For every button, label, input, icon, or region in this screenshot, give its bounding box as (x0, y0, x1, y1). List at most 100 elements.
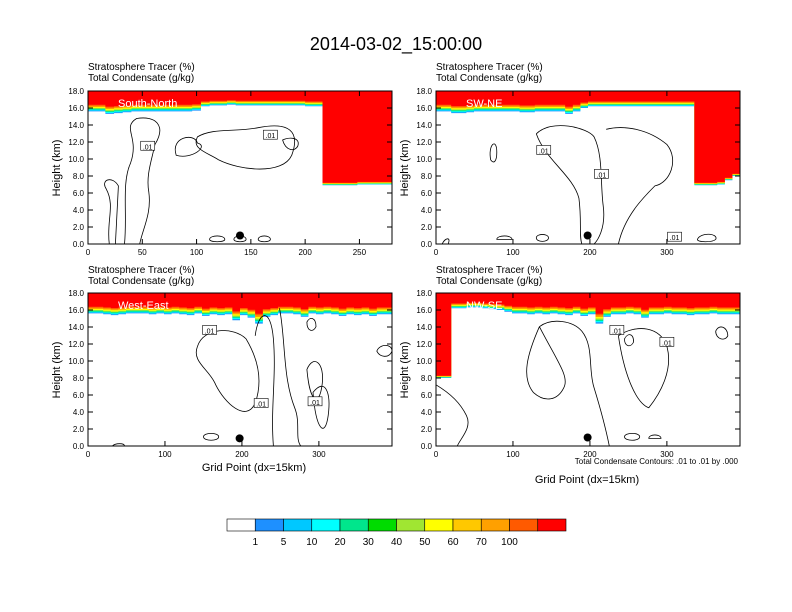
condensate-contour (489, 143, 498, 163)
condensate-contour (376, 345, 392, 357)
x-tick-label: 300 (660, 450, 674, 459)
location-marker (583, 433, 592, 442)
y-tick-label: 6.0 (421, 189, 433, 198)
contour-label-box (659, 336, 675, 347)
x-tick-label: 0 (434, 248, 439, 257)
y-tick-label: 18.0 (68, 87, 84, 96)
y-tick-label: 6.0 (73, 391, 85, 400)
y-tick-label: 16.0 (416, 104, 432, 113)
x-tick-label: 0 (86, 248, 91, 257)
plot-frame (87, 90, 393, 245)
location-marker (235, 434, 244, 443)
tracer-band (88, 91, 392, 183)
y-tick-label: 4.0 (73, 408, 85, 417)
field-label-tracer: Stratosphere Tracer (%) (436, 265, 543, 276)
y-tick-label: 14.0 (68, 323, 84, 332)
x-axis-label: Grid Point (dx=15km) (535, 474, 639, 486)
condensate-contour (606, 127, 673, 244)
y-tick-label: 4.0 (73, 206, 85, 215)
condensate-contour (696, 233, 717, 243)
plot-area: .01 .01 South-North (88, 91, 392, 244)
panel-south-north: Stratosphere Tracer (%) Total Condensate… (51, 62, 393, 257)
x-tick-label: 150 (244, 248, 258, 257)
colorbar-label: 30 (363, 537, 375, 548)
colorbar-swatch (537, 518, 567, 532)
tracer-band (436, 293, 740, 376)
colorbar-swatch (480, 518, 510, 532)
contour-label-box (609, 325, 625, 335)
colorbar-swatch (254, 518, 284, 532)
colorbar-swatch (452, 518, 482, 532)
plot-area: .01 .01 NW-SE (436, 293, 740, 446)
condensate-contour (312, 385, 330, 429)
plot-frame (435, 292, 741, 447)
condensate-contour (306, 318, 317, 331)
section-title: NW-SE (466, 300, 502, 312)
colorbar: 1 5 10 20 30 40 50 60 70 100 (226, 518, 567, 548)
contour-label: .01 (256, 402, 266, 409)
condensate-contour (254, 315, 275, 446)
condensate-contour (209, 235, 226, 243)
panel-west-east: Stratosphere Tracer (%) Total Condensate… (51, 265, 393, 474)
y-axis-label: Height (km) (399, 140, 411, 197)
y-axis-label: Height (km) (399, 342, 411, 399)
contour-label-box (536, 145, 552, 155)
condensate-contour (124, 117, 161, 244)
condensate-contour (526, 326, 566, 400)
location-marker (583, 231, 592, 240)
y-tick-label: 18.0 (68, 289, 84, 298)
x-tick-label: 100 (506, 450, 520, 459)
y-tick-label: 6.0 (73, 189, 85, 198)
condensate-contour (306, 361, 323, 400)
condensate-contour (624, 432, 641, 441)
y-tick-label: 0.0 (73, 240, 85, 249)
condensate-contour (535, 234, 549, 242)
y-tick-label: 4.0 (421, 408, 433, 417)
y-tick-label: 12.0 (68, 340, 84, 349)
x-tick-label: 250 (353, 248, 367, 257)
contour-label: .01 (612, 328, 622, 335)
x-tick-label: 300 (660, 248, 674, 257)
condensate-contour (112, 443, 125, 446)
field-label-condensate: Total Condensate (g/kg) (88, 73, 194, 84)
field-label-tracer: Stratosphere Tracer (%) (88, 265, 195, 276)
field-label-tracer: Stratosphere Tracer (%) (88, 62, 195, 73)
y-tick-label: 10.0 (416, 155, 432, 164)
contour-label: .01 (539, 149, 549, 156)
field-label-condensate: Total Condensate (g/kg) (436, 73, 542, 84)
colorbar-label: 70 (476, 537, 488, 548)
y-tick-label: 18.0 (416, 289, 432, 298)
condensate-contour (282, 137, 299, 151)
colorbar-swatch (396, 518, 426, 532)
condensate-contour (648, 434, 662, 439)
x-tick-label: 100 (190, 248, 204, 257)
field-label-tracer: Stratosphere Tracer (%) (436, 62, 543, 73)
y-tick-label: 16.0 (416, 306, 432, 315)
contour-label: .01 (266, 133, 276, 140)
x-tick-label: 200 (235, 450, 249, 459)
condensate-contour (715, 326, 729, 340)
condensate-contour (496, 235, 513, 240)
section-title: SW-NE (466, 98, 502, 110)
contour-label-box (307, 396, 323, 407)
y-tick-label: 14.0 (68, 121, 84, 130)
colorbar-swatch (367, 518, 397, 532)
colorbar-label: 1 (252, 537, 258, 548)
colorbar-label: 50 (419, 537, 431, 548)
location-marker (236, 231, 244, 240)
y-tick-label: 18.0 (416, 87, 432, 96)
y-tick-label: 2.0 (73, 425, 85, 434)
contour-label: .01 (670, 235, 680, 242)
colorbar-swatch (424, 518, 454, 532)
condensate-contour (174, 136, 202, 157)
y-tick-label: 8.0 (73, 374, 85, 383)
x-tick-label: 100 (506, 248, 520, 257)
plot-area: .01 .01 .01 West-East (88, 293, 392, 446)
x-axis-label: Grid Point (dx=15km) (202, 462, 306, 474)
contour-label-box (667, 231, 682, 242)
condensate-contour (104, 179, 119, 244)
x-tick-label: 50 (138, 248, 147, 257)
condensate-contour (624, 334, 635, 347)
tracer-band (436, 91, 740, 183)
